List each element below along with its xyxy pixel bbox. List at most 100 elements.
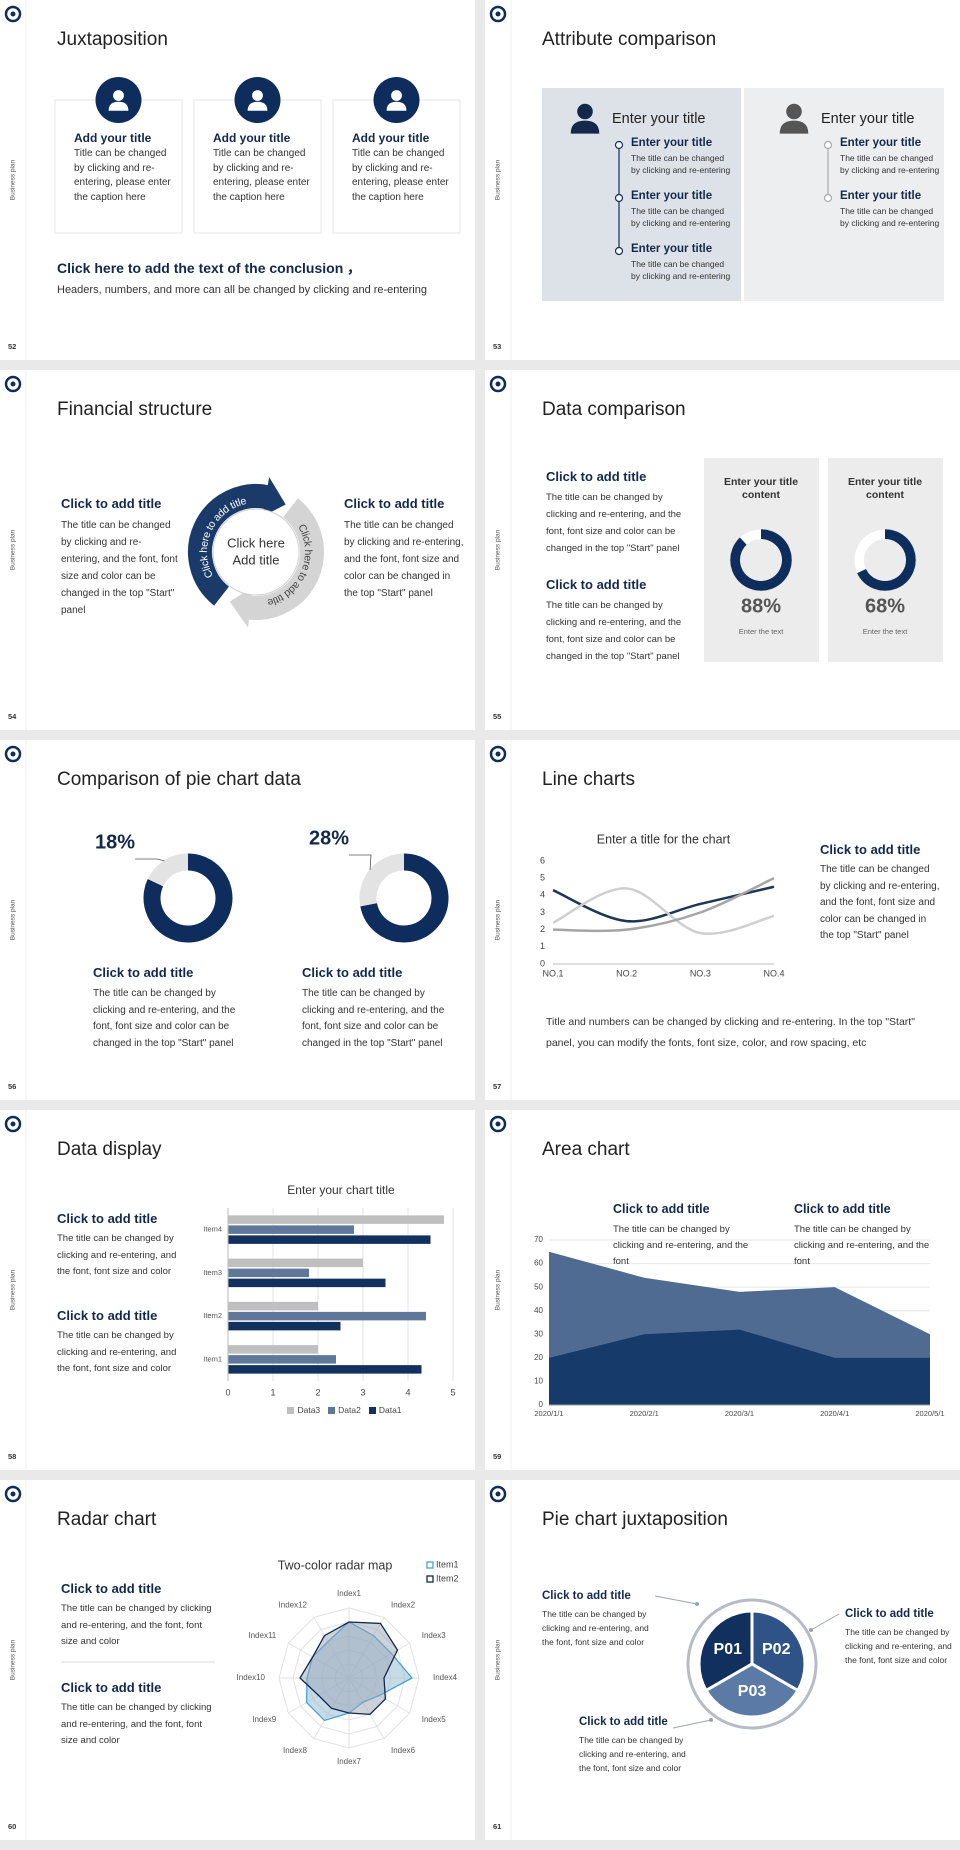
- block-heading: Click to add title: [613, 1202, 710, 1216]
- y-tick-label: 3: [540, 907, 545, 917]
- value-label: 28%: [309, 827, 349, 849]
- x-tick-label: NO.3: [690, 968, 711, 978]
- item-text: The title can be changed by clicking and…: [631, 206, 731, 228]
- block-text: The title can be changed by clicking and…: [546, 600, 682, 662]
- side-label: Business plan: [9, 1269, 17, 1311]
- x-tick-label: 2020/1/1: [534, 1409, 563, 1418]
- y-tick-label: 5: [540, 873, 545, 883]
- x-tick-label: 2020/3/1: [725, 1409, 754, 1418]
- page-number: 59: [493, 1452, 502, 1461]
- bar: [228, 1345, 318, 1354]
- chart-title: Enter a title for the chart: [597, 832, 731, 846]
- item-text: The title can be changed by clicking and…: [631, 153, 731, 175]
- block-heading: Click here to add the text of the conclu…: [57, 260, 362, 276]
- slide-title: Attribute comparison: [542, 29, 717, 50]
- block-heading: Click to add title: [302, 965, 403, 980]
- block-heading: Click to add title: [61, 496, 162, 511]
- block-heading: Click to add title: [93, 965, 194, 980]
- slide-graphics: Enter your chart title 0 1 2 3 4 5 Item1 Item2 It…: [4, 1110, 456, 1470]
- side-label: Business plan: [9, 159, 17, 201]
- block-heading: Click to add title: [546, 469, 647, 484]
- slide-title: Data display: [57, 1139, 162, 1160]
- slide-title: Financial structure: [57, 399, 213, 420]
- slide-graphics: 18% 28%: [4, 740, 449, 1100]
- block-heading: Click to add title: [794, 1202, 891, 1216]
- donut-value: [147, 853, 189, 887]
- axis-label: Index2: [391, 1600, 416, 1609]
- bar: [228, 1258, 363, 1268]
- slide-graphics: 88% Enter the text 68% Enter the text: [489, 370, 943, 730]
- y-tick-label: 0: [539, 1400, 544, 1409]
- timeline-dot: [614, 193, 624, 203]
- segment-label: P01: [714, 1641, 743, 1658]
- y-tick-label: 6: [540, 855, 545, 865]
- card-text: Title can be changed by clicking and re-…: [74, 148, 171, 203]
- block-heading: Click to add title: [845, 1608, 934, 1620]
- category-label: Item2: [203, 1311, 222, 1320]
- axis-label: Index4: [433, 1673, 458, 1682]
- donut-value: [359, 853, 405, 907]
- block-text: The title can be changed by clicking and…: [546, 492, 682, 554]
- legend-label: Item1: [436, 1559, 459, 1569]
- axis-label: Index3: [422, 1631, 447, 1640]
- segment-label: P02: [762, 1641, 791, 1658]
- category-label: Item1: [203, 1354, 222, 1363]
- axis-label: Index9: [252, 1715, 277, 1724]
- y-tick-label: 4: [540, 890, 545, 900]
- card-title: Enter your title content: [847, 476, 923, 501]
- value-label: 18%: [95, 831, 135, 853]
- slide: Business plan 53 Attribute comparison Enter…: [485, 0, 960, 360]
- card: [828, 458, 943, 662]
- bar: [228, 1321, 341, 1331]
- bar: [228, 1311, 426, 1321]
- line-series: [552, 885, 775, 923]
- page-number: 53: [493, 342, 502, 351]
- chart-title: Enter your chart title: [287, 1183, 395, 1197]
- block-text: The title can be changed by clicking and…: [61, 1702, 212, 1746]
- segment-label: P03: [738, 1683, 767, 1700]
- slide-graphics: Two-color radar map Index1 Index2 Index3 Ind…: [4, 1480, 459, 1840]
- logo-dot: [495, 381, 501, 387]
- y-tick-label: 0: [540, 958, 545, 968]
- panel-heading: Enter your title: [821, 111, 915, 127]
- axis-label: Index8: [283, 1746, 308, 1755]
- slide-title: Area chart: [542, 1139, 630, 1160]
- side-label: Business plan: [494, 899, 502, 941]
- y-tick-label: 70: [534, 1235, 543, 1244]
- page-number: 54: [8, 712, 17, 721]
- pointer-dot: [695, 1602, 699, 1606]
- card-text: Title can be changed by clicking and re-…: [352, 148, 449, 203]
- x-tick-label: 2020/4/1: [820, 1409, 849, 1418]
- pointer-line: [672, 1719, 712, 1729]
- card-title: Enter your title content: [723, 476, 799, 501]
- y-tick-label: 2: [540, 924, 545, 934]
- x-tick-label: NO.2: [616, 968, 637, 978]
- bar: [228, 1215, 444, 1224]
- block-text: The title can be changed by clicking and…: [61, 1603, 212, 1647]
- donut-outline: [853, 528, 917, 592]
- bar: [228, 1365, 422, 1374]
- timeline-dot: [823, 193, 833, 203]
- logo-dot: [495, 1121, 501, 1127]
- item-heading: Enter your title: [631, 190, 713, 202]
- person-head: [113, 90, 124, 101]
- page-number: 52: [8, 342, 17, 351]
- slide-graphics: Enter a title for the chart 0 1 2 3 4 5 6 NO.1 NO…: [489, 740, 785, 1100]
- pointer-line: [654, 1595, 698, 1605]
- y-tick-label: 40: [534, 1306, 543, 1315]
- item-text: The title can be changed by clicking and…: [840, 153, 940, 175]
- logo-dot: [495, 11, 501, 17]
- y-tick-label: 30: [534, 1329, 543, 1338]
- slide: 88% Enter the text 68% Enter the text Busine…: [485, 370, 960, 730]
- cycle-arrow: [229, 587, 253, 628]
- x-tick-label: 2: [315, 1387, 320, 1397]
- page-number: 61: [493, 1822, 502, 1831]
- side-label: Business plan: [494, 529, 502, 571]
- slide: P01 P02 P03 Business plan 61 Pie chart juxtap…: [485, 1480, 960, 1840]
- donut-remainder: [739, 529, 762, 545]
- block-heading: Click to add title: [546, 577, 647, 592]
- page-number: 55: [493, 712, 502, 721]
- block-text: The title can be changed by clicking and…: [344, 520, 464, 599]
- person-body: [779, 120, 809, 134]
